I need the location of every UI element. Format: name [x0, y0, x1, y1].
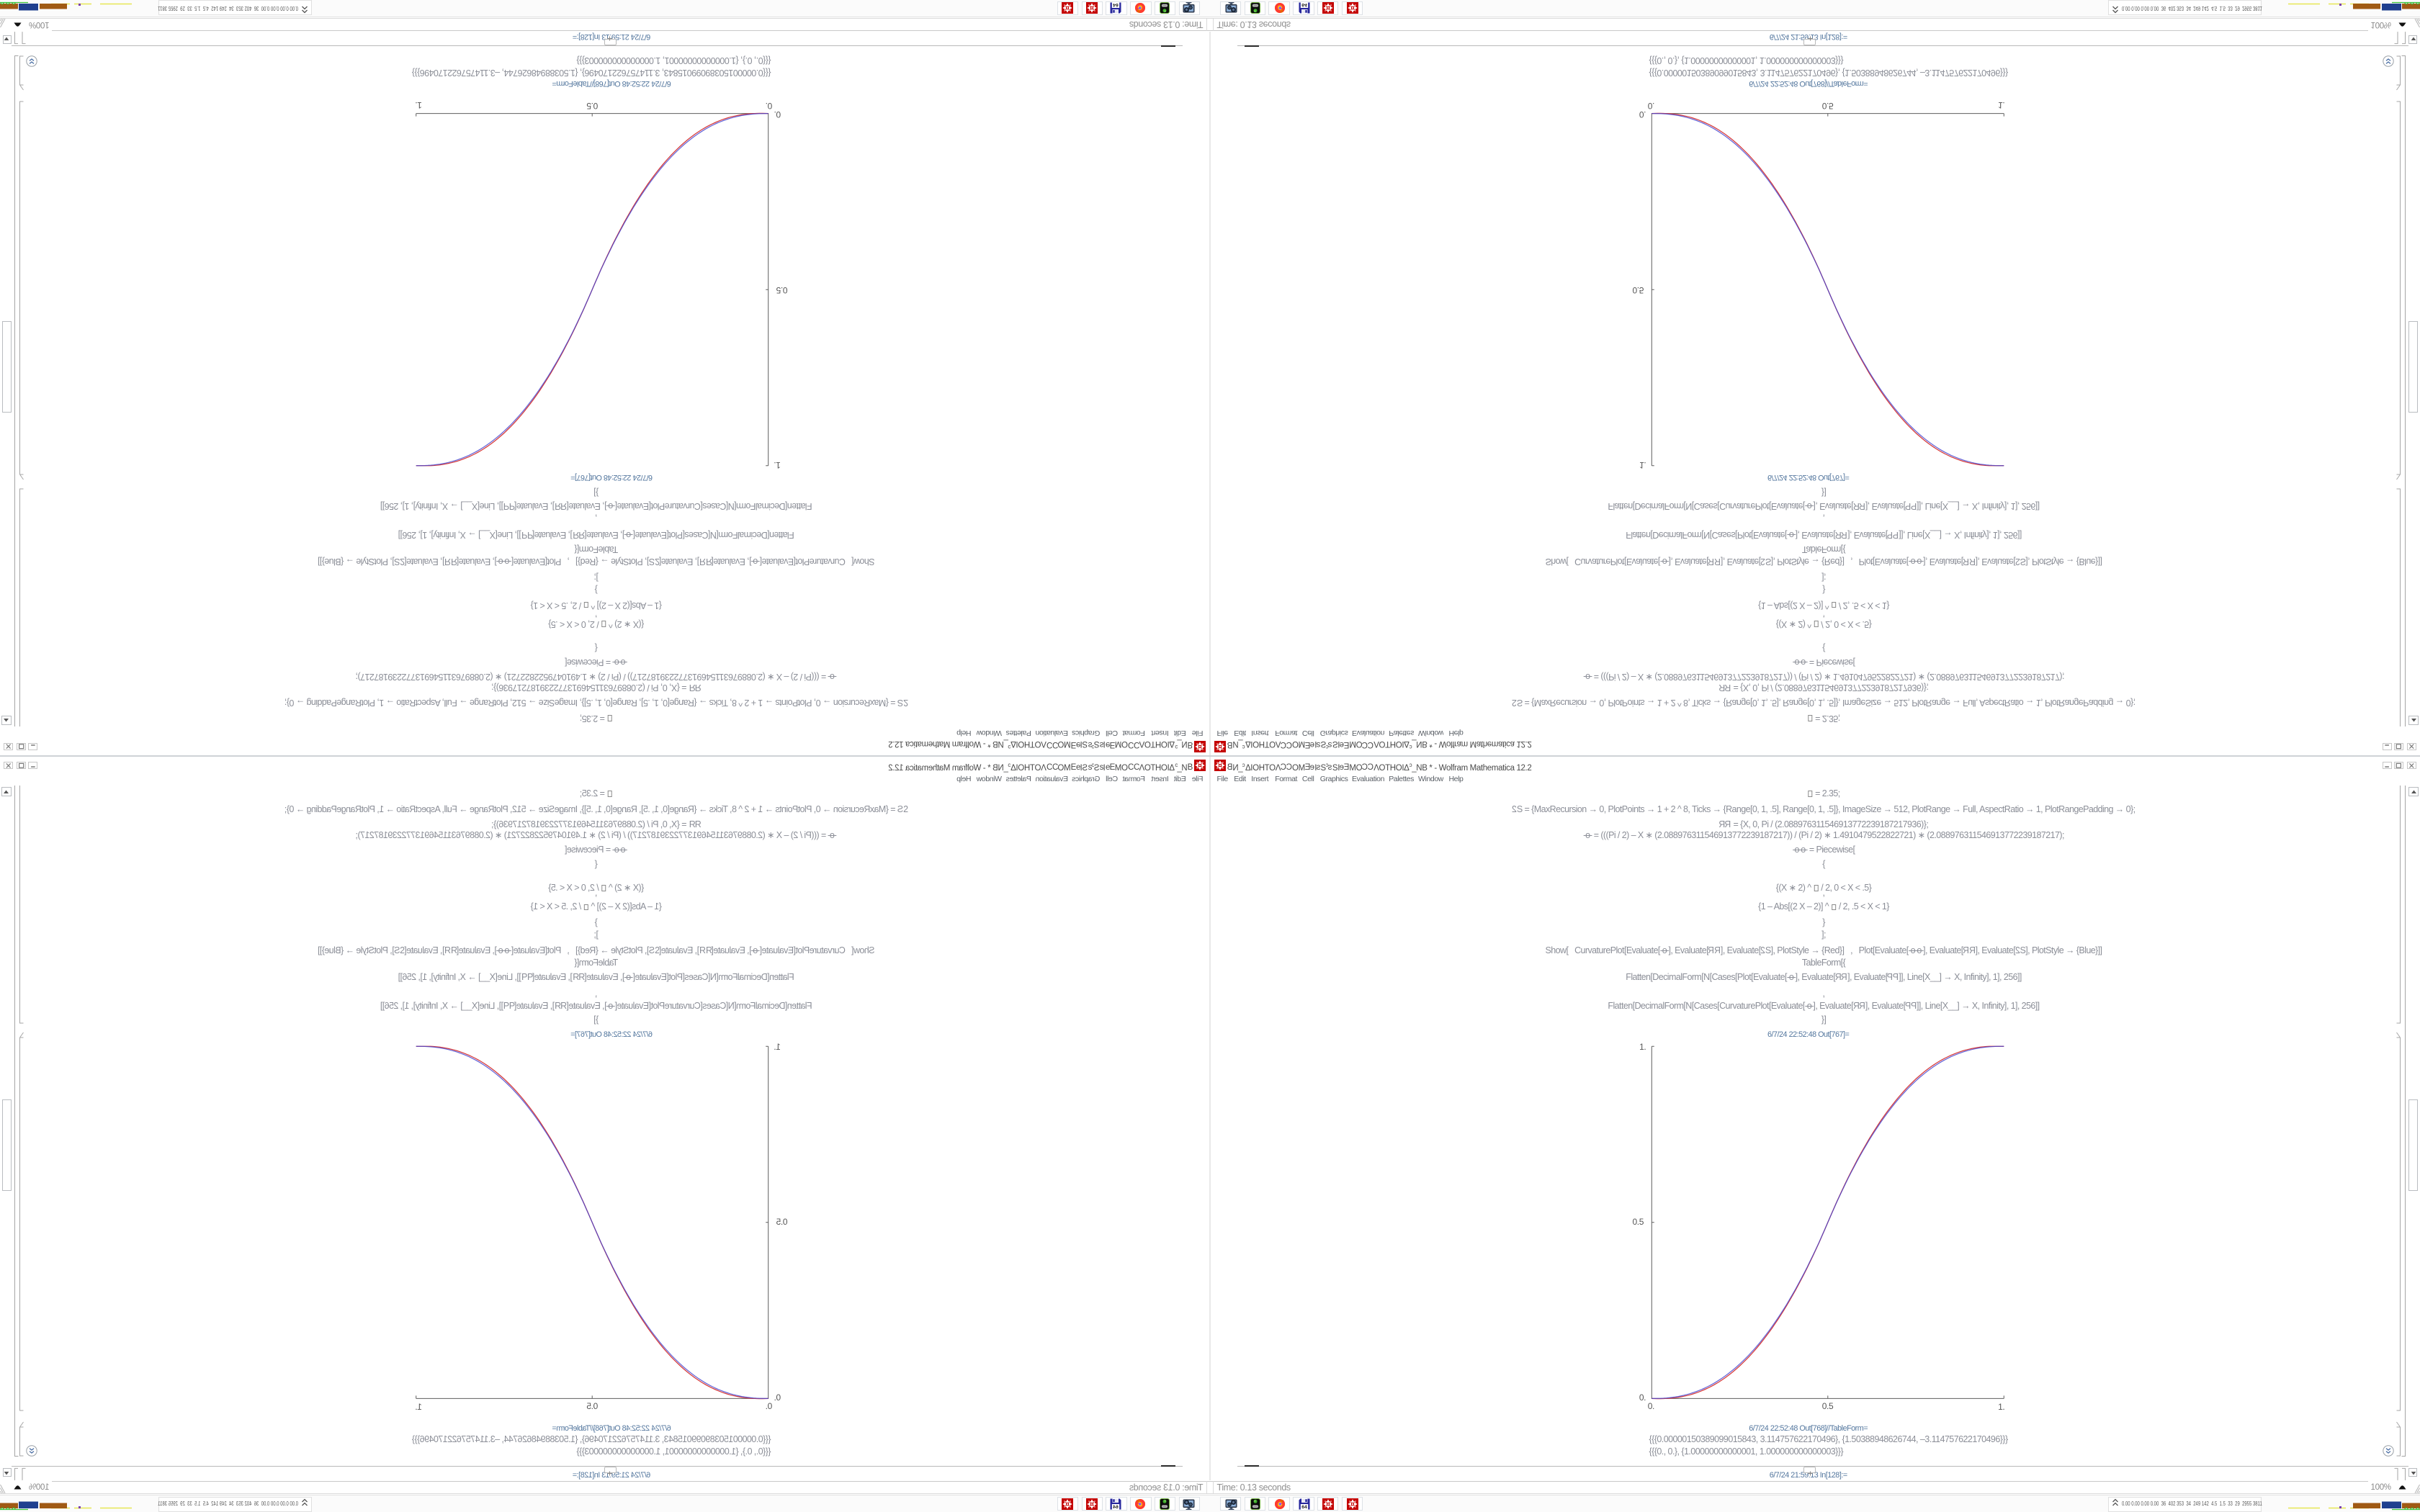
svg-text:64: 64	[1301, 2, 1307, 7]
svg-text:64: 64	[1113, 2, 1119, 7]
svg-text:64: 64	[1113, 1505, 1119, 1510]
svg-text:64: 64	[1301, 1505, 1307, 1510]
